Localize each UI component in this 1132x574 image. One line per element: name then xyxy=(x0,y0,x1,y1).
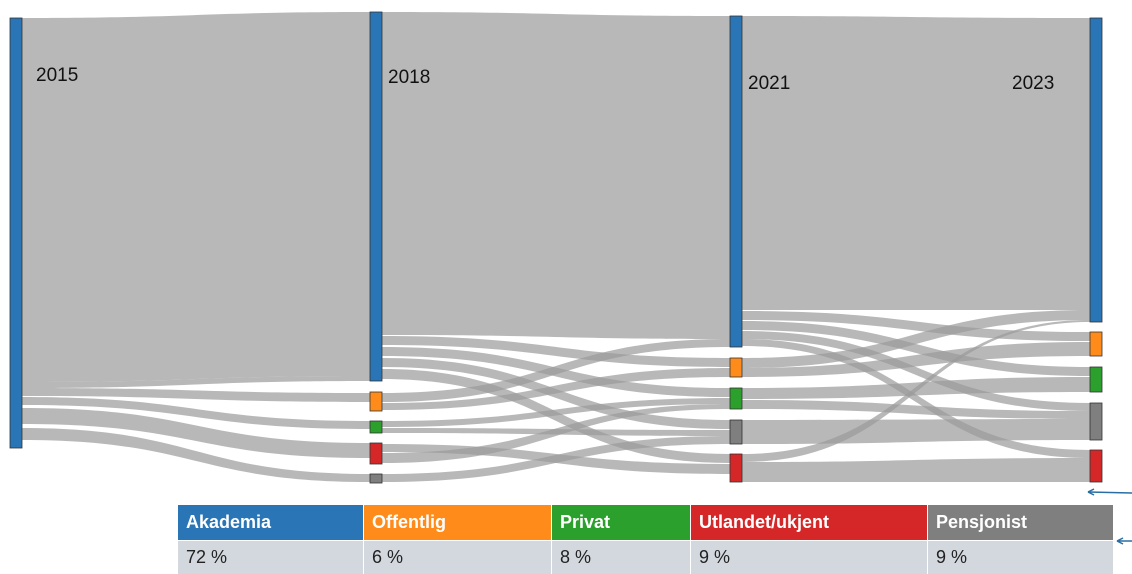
flows xyxy=(22,12,1090,482)
node xyxy=(369,473,383,484)
year-label: 2018 xyxy=(388,67,430,88)
flow xyxy=(742,339,1090,458)
value-text: 9 % xyxy=(699,547,730,567)
node xyxy=(369,11,383,382)
node xyxy=(729,419,743,445)
value-cell xyxy=(552,541,690,574)
flow xyxy=(742,458,1090,482)
flow xyxy=(22,408,370,458)
node xyxy=(1089,331,1103,357)
flow xyxy=(382,369,730,463)
flow xyxy=(742,419,1090,444)
header-text: Akademia xyxy=(186,512,272,532)
flow xyxy=(742,311,1090,341)
value-text: 6 % xyxy=(372,547,403,567)
flow xyxy=(382,404,730,463)
node xyxy=(729,15,743,348)
node xyxy=(729,453,743,483)
header-cell xyxy=(552,505,690,540)
year-label: 2023 xyxy=(1012,73,1054,94)
value-text: 9 % xyxy=(936,547,967,567)
flow xyxy=(742,321,1090,376)
header-cell xyxy=(928,505,1113,540)
node xyxy=(1089,449,1103,483)
flow xyxy=(382,398,730,427)
flow xyxy=(382,12,730,339)
value-cell xyxy=(178,541,363,574)
header-text: Pensjonist xyxy=(936,512,1027,532)
node xyxy=(1089,17,1103,323)
node xyxy=(729,387,743,410)
value-text: 72 % xyxy=(186,547,227,567)
value-cell xyxy=(928,541,1113,574)
header-cell xyxy=(364,505,551,540)
node xyxy=(1089,366,1103,393)
flow xyxy=(742,342,1090,377)
header-cell xyxy=(691,505,927,540)
arrow-head xyxy=(1087,488,1095,496)
node xyxy=(1089,402,1103,441)
flow xyxy=(382,336,730,367)
flow xyxy=(382,436,730,482)
flow xyxy=(742,320,1090,462)
arrow xyxy=(1116,537,1132,545)
year-label: 2021 xyxy=(748,73,790,94)
node xyxy=(9,17,23,449)
header-text: Privat xyxy=(560,512,610,532)
flow xyxy=(742,310,1090,368)
year-label: 2015 xyxy=(36,65,78,86)
node xyxy=(729,357,743,378)
flow xyxy=(22,428,370,482)
flow xyxy=(382,339,730,402)
node xyxy=(369,442,383,465)
flow xyxy=(22,12,370,382)
flow xyxy=(742,16,1090,310)
flow xyxy=(22,388,370,402)
header-cell xyxy=(178,505,363,540)
value-text: 8 % xyxy=(560,547,591,567)
node xyxy=(369,391,383,412)
header-text: Offentlig xyxy=(372,512,446,532)
flow xyxy=(22,376,370,388)
flow xyxy=(742,400,1090,419)
node xyxy=(369,420,383,434)
value-cell xyxy=(364,541,551,574)
header-text: Utlandet/ukjent xyxy=(699,512,829,532)
arrow xyxy=(1087,491,1132,494)
flow xyxy=(382,368,730,410)
flow xyxy=(742,331,1090,411)
value-cell xyxy=(691,541,927,574)
flow xyxy=(22,397,370,429)
legend-table: Akademia 72 % Offentlig 6 % Privat 8 % Utlande… xyxy=(178,505,1113,574)
nodes xyxy=(9,11,1103,484)
